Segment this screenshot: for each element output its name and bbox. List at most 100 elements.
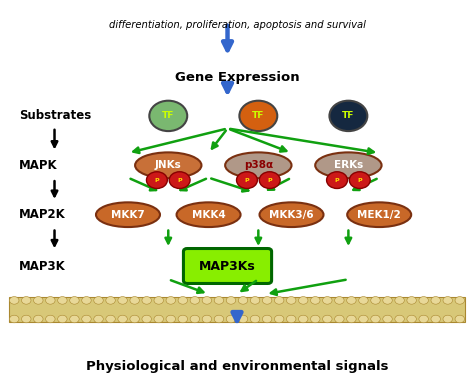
Text: MAP3K: MAP3K: [19, 260, 66, 272]
Circle shape: [250, 296, 260, 304]
Circle shape: [310, 315, 320, 323]
Text: MAP2K: MAP2K: [19, 208, 66, 221]
Text: Physiological and environmental signals: Physiological and environmental signals: [86, 360, 388, 373]
Text: TF: TF: [162, 111, 174, 120]
Text: P: P: [245, 177, 249, 183]
Circle shape: [146, 172, 167, 188]
Text: P: P: [155, 177, 159, 183]
Circle shape: [226, 315, 236, 323]
Circle shape: [407, 315, 416, 323]
Circle shape: [310, 296, 320, 304]
Circle shape: [329, 101, 367, 131]
Text: MEK1/2: MEK1/2: [357, 210, 401, 220]
Circle shape: [371, 315, 380, 323]
Circle shape: [238, 315, 248, 323]
Text: P: P: [177, 177, 182, 183]
Circle shape: [299, 296, 308, 304]
Circle shape: [299, 315, 308, 323]
Ellipse shape: [347, 202, 411, 227]
Circle shape: [327, 172, 347, 188]
Circle shape: [142, 296, 151, 304]
Text: JNKs: JNKs: [155, 160, 182, 170]
Circle shape: [371, 296, 380, 304]
Circle shape: [21, 296, 31, 304]
Text: p38α: p38α: [244, 160, 273, 170]
Circle shape: [34, 296, 43, 304]
Circle shape: [70, 296, 79, 304]
Circle shape: [443, 296, 453, 304]
Circle shape: [349, 172, 370, 188]
Ellipse shape: [176, 202, 241, 227]
Circle shape: [383, 315, 392, 323]
Circle shape: [169, 172, 190, 188]
Circle shape: [335, 296, 344, 304]
Circle shape: [21, 315, 31, 323]
Circle shape: [395, 315, 404, 323]
Text: MKK4: MKK4: [191, 210, 226, 220]
Circle shape: [166, 296, 175, 304]
Circle shape: [9, 315, 19, 323]
Circle shape: [214, 296, 224, 304]
Circle shape: [346, 315, 356, 323]
Circle shape: [106, 296, 115, 304]
Circle shape: [166, 315, 175, 323]
Ellipse shape: [135, 152, 201, 178]
Circle shape: [274, 315, 284, 323]
Circle shape: [118, 315, 128, 323]
Bar: [9, 297, 465, 322]
Ellipse shape: [259, 202, 323, 227]
Ellipse shape: [315, 152, 382, 178]
Circle shape: [226, 296, 236, 304]
Circle shape: [286, 315, 296, 323]
Circle shape: [395, 296, 404, 304]
Circle shape: [94, 296, 103, 304]
Circle shape: [130, 315, 139, 323]
Text: MKK3/6: MKK3/6: [269, 210, 314, 220]
Circle shape: [359, 315, 368, 323]
Circle shape: [190, 296, 200, 304]
Text: MKK7: MKK7: [111, 210, 145, 220]
Circle shape: [82, 296, 91, 304]
Circle shape: [82, 315, 91, 323]
Circle shape: [238, 296, 248, 304]
Circle shape: [431, 315, 440, 323]
Ellipse shape: [96, 202, 160, 227]
Circle shape: [419, 315, 428, 323]
Circle shape: [154, 315, 164, 323]
Text: Substrates: Substrates: [19, 109, 91, 122]
Text: Gene Expression: Gene Expression: [175, 71, 299, 84]
Circle shape: [202, 296, 211, 304]
Circle shape: [46, 296, 55, 304]
Circle shape: [239, 101, 277, 131]
Circle shape: [346, 296, 356, 304]
Text: differentiation, proliferation, apoptosis and survival: differentiation, proliferation, apoptosi…: [109, 20, 365, 30]
Circle shape: [335, 315, 344, 323]
FancyBboxPatch shape: [183, 249, 272, 283]
Circle shape: [70, 315, 79, 323]
Circle shape: [286, 296, 296, 304]
Circle shape: [190, 315, 200, 323]
Circle shape: [259, 172, 280, 188]
Circle shape: [323, 315, 332, 323]
Circle shape: [443, 315, 453, 323]
Circle shape: [263, 315, 272, 323]
Circle shape: [118, 296, 128, 304]
Circle shape: [46, 315, 55, 323]
Circle shape: [237, 172, 257, 188]
Circle shape: [106, 315, 115, 323]
Text: MAP3Ks: MAP3Ks: [199, 260, 256, 272]
Circle shape: [202, 315, 211, 323]
Circle shape: [154, 296, 164, 304]
Circle shape: [419, 296, 428, 304]
Circle shape: [431, 296, 440, 304]
Text: P: P: [267, 177, 272, 183]
Circle shape: [58, 296, 67, 304]
Circle shape: [34, 315, 43, 323]
Circle shape: [214, 315, 224, 323]
Circle shape: [263, 296, 272, 304]
Circle shape: [323, 296, 332, 304]
Circle shape: [455, 296, 465, 304]
Text: P: P: [357, 177, 362, 183]
Circle shape: [359, 296, 368, 304]
Circle shape: [130, 296, 139, 304]
